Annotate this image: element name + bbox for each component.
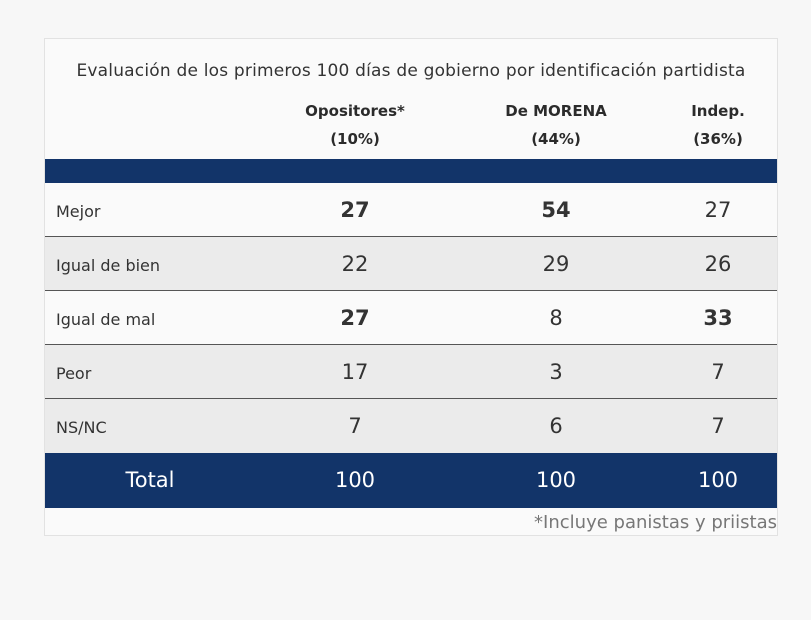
table-title: Evaluación de los primeros 100 días de g… xyxy=(76,61,746,81)
results-table-card: Evaluación de los primeros 100 días de g… xyxy=(44,38,778,536)
column-share: (44%) xyxy=(531,130,581,148)
total-value: 100 xyxy=(697,468,739,492)
table-row: NS/NC 7 6 7 xyxy=(45,399,777,453)
column-share: (36%) xyxy=(693,130,743,148)
cell-value: 6 xyxy=(549,414,563,438)
row-label: Peor xyxy=(56,364,92,383)
row-label: Igual de bien xyxy=(56,256,161,275)
footnote: *Incluye panistas y priistas xyxy=(534,512,777,533)
table-row: Igual de mal 27 8 33 xyxy=(45,291,777,345)
cell-value: 27 xyxy=(704,198,732,222)
column-name: De MORENA xyxy=(505,102,607,120)
cell-value: 7 xyxy=(711,414,725,438)
column-header-morena: De MORENA (44%) xyxy=(496,97,616,153)
cell-value: 29 xyxy=(542,252,570,276)
row-label: NS/NC xyxy=(56,418,107,437)
cell-value: 54 xyxy=(541,198,571,222)
row-label: Mejor xyxy=(56,202,101,221)
cell-value: 17 xyxy=(341,360,369,384)
cell-value: 7 xyxy=(711,360,725,384)
cell-value: 22 xyxy=(341,252,369,276)
table-row: Igual de bien 22 29 26 xyxy=(45,237,777,291)
table-row: Mejor 27 54 27 xyxy=(45,183,777,237)
column-header-indep: Indep. (36%) xyxy=(668,97,768,153)
column-header-opositores: Opositores* (10%) xyxy=(295,97,415,153)
column-share: (10%) xyxy=(330,130,380,148)
cell-value: 7 xyxy=(348,414,362,438)
total-value: 100 xyxy=(334,468,376,492)
header-band xyxy=(45,159,777,183)
total-value: 100 xyxy=(535,468,577,492)
cell-value: 33 xyxy=(703,306,733,330)
column-name: Indep. xyxy=(691,102,745,120)
cell-value: 26 xyxy=(704,252,732,276)
cell-value: 27 xyxy=(340,198,370,222)
cell-value: 3 xyxy=(549,360,563,384)
cell-value: 27 xyxy=(340,306,370,330)
total-row: Total 100 100 100 xyxy=(45,453,777,508)
total-label: Total xyxy=(125,468,175,492)
cell-value: 8 xyxy=(549,306,563,330)
column-name: Opositores* xyxy=(305,102,405,120)
row-label: Igual de mal xyxy=(56,310,156,329)
table-row: Peor 17 3 7 xyxy=(45,345,777,399)
